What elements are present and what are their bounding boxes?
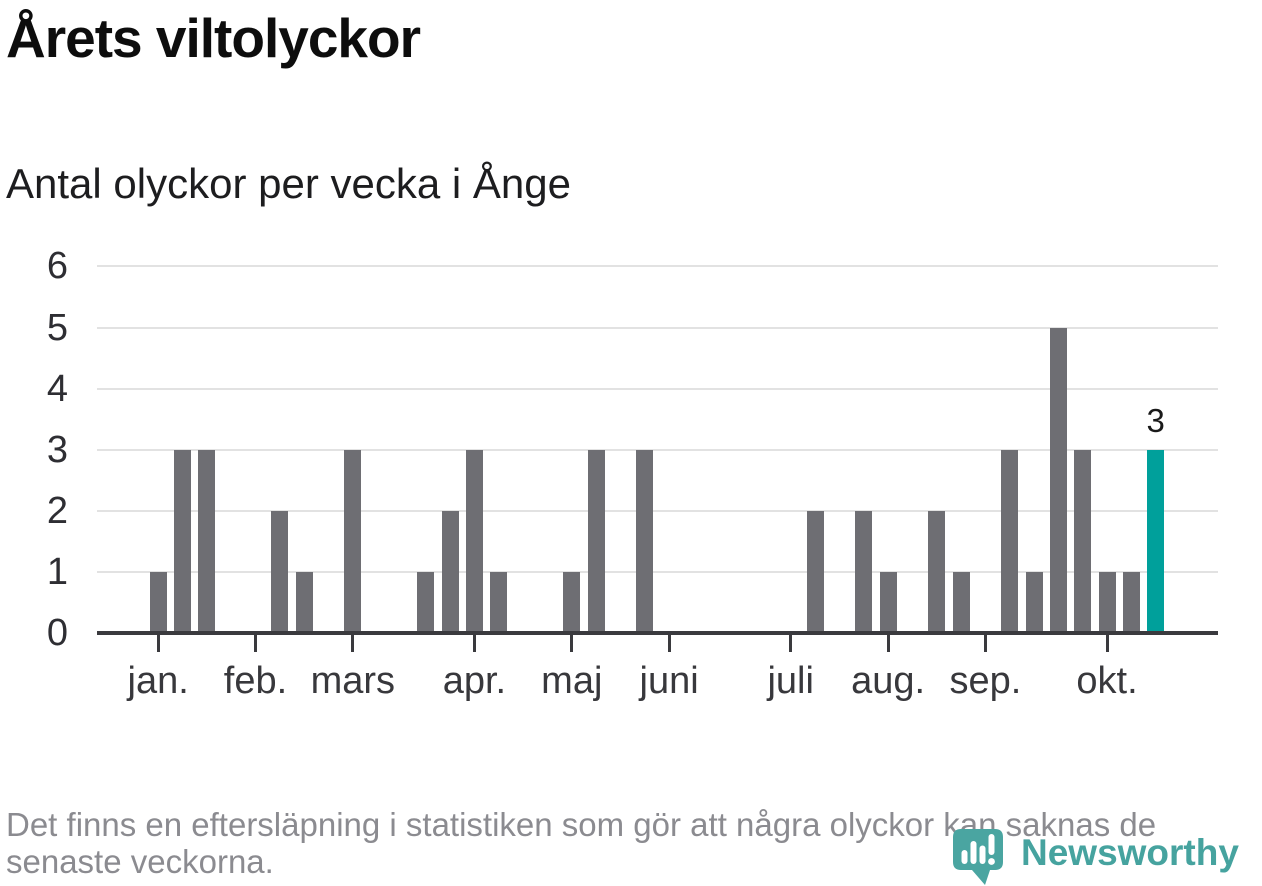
month-label: okt. [1076,660,1138,702]
bar-highlight [1147,449,1165,633]
month-label: sep. [949,660,1022,702]
bar [928,510,946,633]
month-tick [156,635,160,652]
bar [344,449,362,633]
newsworthy-pin-icon [953,829,1003,885]
y-gridline [97,448,1218,451]
bar [1098,571,1116,633]
month-label: maj [541,660,603,702]
y-axis-label: 1 [46,550,68,593]
month-tick [472,635,476,652]
month-label: feb. [223,660,288,702]
month-tick [254,635,257,652]
bar [879,571,897,633]
bar [271,510,289,633]
y-gridline [97,570,1218,573]
month-tick [351,635,355,652]
y-gridline [97,326,1218,329]
y-axis-label: 0 [46,612,68,654]
month-tick [886,635,890,652]
y-axis-label: 6 [46,245,68,288]
x-axis-baseline [97,631,1218,635]
month-tick [570,635,574,652]
bar [806,510,824,633]
bar [465,449,483,633]
month-tick [667,635,671,652]
bar [149,571,167,633]
month-tick [983,635,987,652]
month-label: mars [310,660,396,702]
month-label: juli [767,660,814,702]
bar [441,510,459,633]
chart-title: Årets viltolyckor [6,7,421,69]
bar [198,449,216,633]
bar [636,449,654,633]
y-gridline [97,387,1218,390]
bar [1049,327,1067,633]
bar-value-label: 3 [1146,401,1165,439]
bar [1025,571,1043,633]
bar [587,449,605,633]
y-axis-label: 3 [46,428,68,471]
y-gridline [97,265,1218,268]
bar [563,571,581,633]
y-axis-label: 5 [46,306,68,349]
y-gridline [97,509,1218,512]
bar [1122,571,1140,633]
y-axis-label: 4 [46,367,68,410]
bar [295,571,313,633]
bar [174,449,191,633]
bar [1001,449,1019,633]
month-label: juni [639,660,699,702]
bar [490,571,508,633]
newsworthy-logo: Newsworthy [952,827,1239,886]
note-line-2: senaste veckorna. [6,843,274,880]
y-axis-label: 2 [46,489,68,532]
bar [417,571,435,633]
newsworthy-wordmark: Newsworthy [1021,832,1239,873]
month-label: jan. [127,660,189,702]
bar [1074,449,1092,633]
month-label: apr. [442,660,507,702]
month-tick [1105,635,1109,652]
bar [855,510,873,633]
month-tick [789,635,793,652]
bar [952,571,970,633]
chart-subtitle: Antal olyckor per vecka i Ånge [6,160,571,207]
month-label: aug. [851,660,926,702]
